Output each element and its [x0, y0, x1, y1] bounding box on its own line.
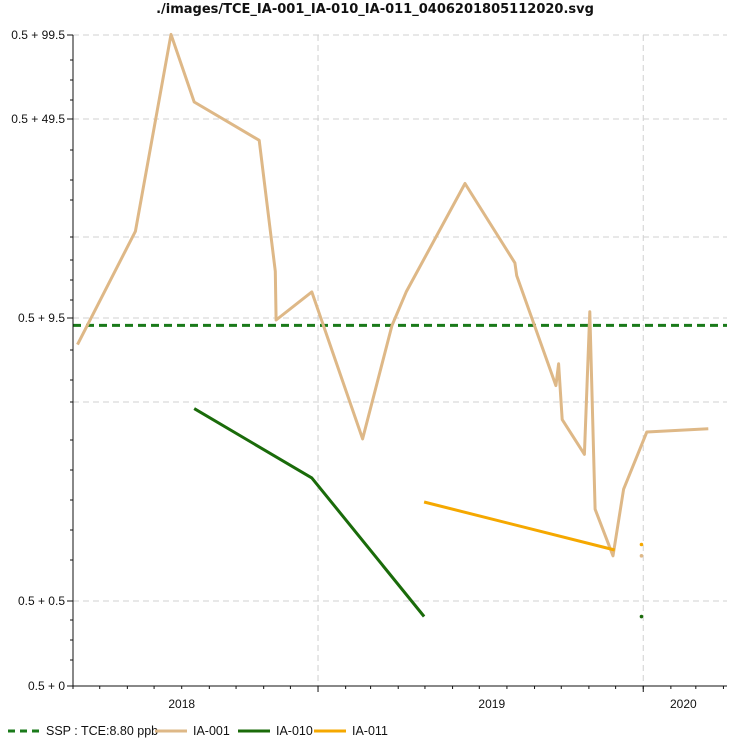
x-tick-label: 2019	[478, 697, 505, 711]
grid	[73, 34, 727, 686]
axes: 0.5 + 99.5 0.5 + 49.5 0.5 + 9.5 0.5 + 0.5 0.…	[11, 28, 727, 711]
isolated-point	[639, 554, 644, 558]
legend-label: IA-010	[276, 724, 313, 738]
series-line-ia-001	[76, 32, 709, 558]
series-line-ia-011	[423, 500, 616, 552]
y-tick-label: 0.5 + 49.5	[11, 112, 65, 126]
y-tick-label: 0.5 + 9.5	[18, 311, 65, 325]
legend-label: SSP : TCE:8.80 ppb	[46, 724, 158, 738]
series-group	[76, 32, 709, 619]
chart-title: ./images/TCE_IA-001_IA-010_IA-011_040620…	[156, 2, 594, 17]
legend-label: IA-001	[193, 724, 230, 738]
isolated-point	[639, 542, 644, 547]
y-tick-label: 0.5 + 0	[28, 679, 65, 693]
legend: SSP : TCE:8.80 ppb IA-001 IA-010 IA-011	[8, 724, 388, 738]
x-tick-label: 2018	[168, 697, 195, 711]
y-tick-label: 0.5 + 0.5	[18, 594, 65, 608]
legend-label: IA-011	[352, 724, 388, 738]
series-line-ia-010	[193, 407, 426, 618]
y-tick-label: 0.5 + 99.5	[11, 28, 65, 42]
x-tick-label: 2020	[670, 697, 697, 711]
isolated-point	[639, 614, 644, 619]
